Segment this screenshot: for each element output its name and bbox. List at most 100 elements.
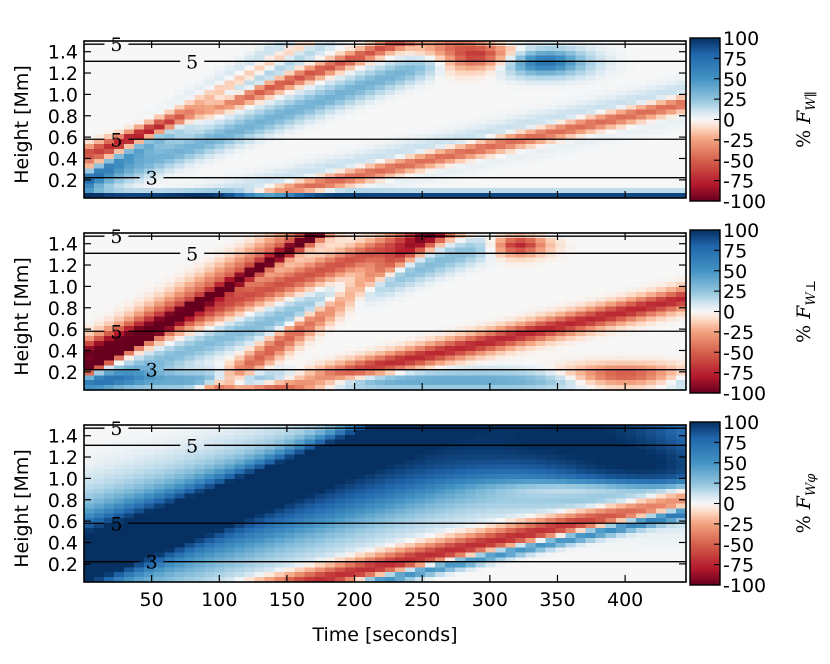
heatmap-cell (184, 70, 195, 76)
heatmap-cell (184, 60, 195, 67)
heatmap-cell (374, 360, 386, 367)
heatmap-cell (104, 55, 115, 62)
heatmap-cell (334, 90, 346, 96)
heatmap-cell (314, 326, 326, 332)
colorbar-title-subscript: W∥ (804, 91, 819, 110)
heatmap-cell (445, 355, 456, 362)
heatmap-cell (665, 252, 677, 259)
heatmap-cell (274, 483, 286, 490)
heatmap-cell (495, 311, 506, 318)
heatmap-cell (264, 267, 276, 273)
heatmap-cell (304, 99, 316, 106)
heatmap-cell (134, 286, 145, 293)
heatmap-cell (625, 60, 637, 67)
heatmap-cell (124, 60, 135, 67)
heatmap-cell (324, 518, 336, 524)
heatmap-cell (294, 542, 306, 549)
heatmap-cell (545, 321, 557, 327)
heatmap-cell (635, 153, 647, 160)
heatmap-cell (84, 104, 95, 111)
heatmap-cell (204, 158, 216, 165)
heatmap-cell (254, 567, 266, 573)
heatmap-cell (104, 80, 115, 86)
heatmap-cell (194, 557, 205, 563)
heatmap-cell (374, 114, 386, 121)
heatmap-cell (184, 311, 195, 318)
heatmap-cell (114, 114, 125, 121)
heatmap-cell (665, 168, 677, 175)
heatmap-cell (374, 365, 386, 371)
heatmap-cell (615, 85, 627, 91)
heatmap-cell (124, 454, 135, 460)
heatmap-cell (505, 75, 517, 81)
heatmap-cell (284, 109, 296, 116)
heatmap-cell (385, 547, 396, 554)
heatmap-cell (134, 158, 145, 165)
heatmap-cell (334, 340, 346, 347)
heatmap-cell (174, 163, 185, 170)
heatmap-cell (364, 498, 376, 505)
heatmap-cell (254, 444, 266, 451)
heatmap-cell (555, 144, 567, 150)
heatmap-cell (625, 316, 637, 322)
heatmap-cell (565, 242, 577, 249)
heatmap-cell (154, 326, 165, 332)
heatmap-cell (324, 60, 336, 67)
heatmap-cell (274, 247, 286, 254)
heatmap-cell (364, 340, 376, 347)
heatmap-cell (174, 252, 185, 259)
y-tick-label: 1.2 (48, 63, 78, 85)
heatmap-cell (254, 336, 266, 342)
heatmap-cell (314, 547, 326, 554)
heatmap-cell (244, 528, 256, 534)
heatmap-cell (565, 355, 577, 362)
heatmap-cell (405, 168, 416, 175)
heatmap-cell (374, 85, 386, 91)
heatmap-cell (174, 311, 185, 318)
heatmap-cell (395, 139, 406, 145)
heatmap-cell (214, 542, 226, 549)
heatmap-cell (585, 65, 597, 72)
heatmap-cell (264, 518, 276, 524)
heatmap-cell (425, 311, 436, 318)
heatmap-cell (555, 247, 567, 254)
heatmap-cell (374, 144, 386, 150)
heatmap-cell (465, 134, 476, 140)
heatmap-cell (475, 385, 486, 391)
heatmap-cell (164, 134, 175, 140)
heatmap-cell (364, 444, 376, 451)
heatmap-cell (385, 385, 396, 391)
heatmap-cell (204, 464, 216, 470)
heatmap-cell (475, 139, 486, 145)
heatmap-cell (605, 183, 617, 189)
heatmap-cell (84, 306, 95, 313)
heatmap-cell (264, 60, 276, 67)
heatmap-cell (174, 90, 185, 96)
heatmap-cell (555, 139, 567, 145)
heatmap-cell (445, 60, 456, 67)
heatmap-cell (395, 55, 406, 62)
heatmap-cell (264, 444, 276, 451)
heatmap-cell (525, 296, 537, 303)
heatmap-cell (334, 291, 346, 298)
heatmap-cell (455, 360, 466, 367)
heatmap-cell (154, 262, 165, 268)
heatmap-cell (435, 168, 446, 175)
heatmap-cell (304, 547, 316, 554)
heatmap-cell (254, 85, 266, 91)
heatmap-cell (415, 370, 426, 376)
heatmap-cell (154, 340, 165, 347)
heatmap-cell (535, 70, 547, 76)
heatmap-cell (385, 326, 396, 332)
heatmap-cell (234, 498, 246, 505)
heatmap-cell (114, 326, 125, 332)
heatmap-cell (234, 114, 246, 121)
heatmap-cell (655, 65, 667, 72)
heatmap-cell (174, 242, 185, 249)
heatmap-cell (665, 326, 677, 332)
heatmap-cell (194, 478, 205, 485)
heatmap-cell (675, 55, 687, 62)
heatmap-cell (495, 350, 506, 357)
heatmap-cell (114, 109, 125, 116)
